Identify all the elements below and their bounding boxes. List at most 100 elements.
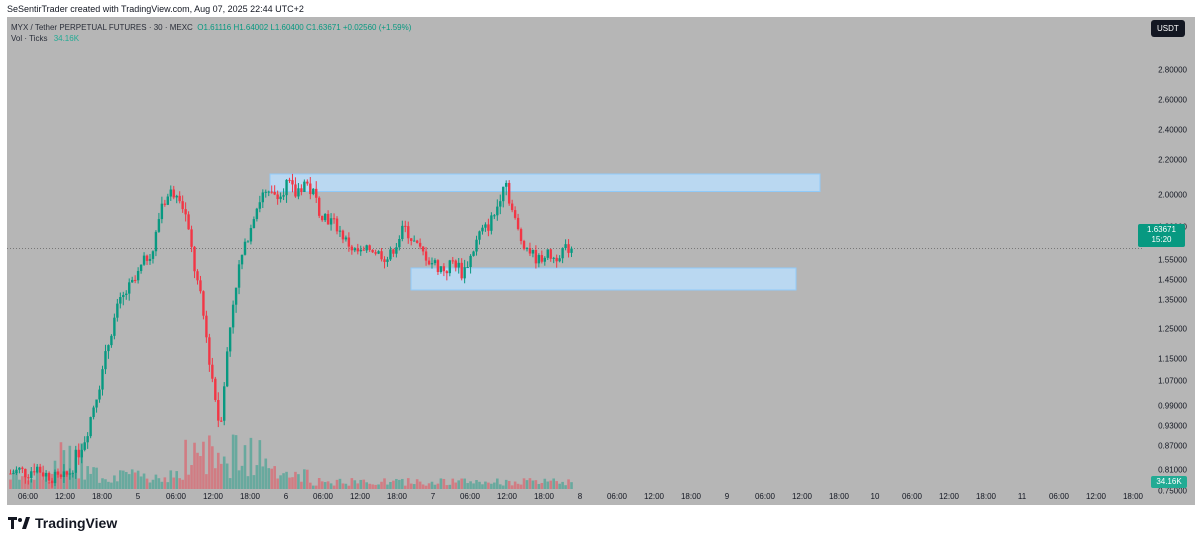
- time-axis-label: 12:00: [496, 492, 518, 501]
- candle-body: [148, 258, 152, 261]
- volume-bar: [178, 478, 181, 489]
- volume-bar: [519, 484, 523, 489]
- volume-bar: [570, 482, 573, 489]
- time-axis-label: 12:00: [791, 492, 813, 501]
- candle-body: [338, 230, 342, 232]
- volume-bar: [104, 479, 107, 489]
- candle-body: [62, 471, 66, 477]
- candle-body: [252, 219, 256, 229]
- candle-body: [291, 180, 294, 185]
- time-axis-label: 06:00: [754, 492, 776, 501]
- candle-body: [199, 280, 202, 292]
- candle-body: [481, 227, 484, 232]
- candle-body: [347, 237, 351, 247]
- bar-countdown: 15:20: [1151, 235, 1172, 244]
- chart-svg[interactable]: [7, 17, 1143, 489]
- volume-bar: [427, 483, 431, 489]
- volume-bar: [211, 446, 214, 489]
- candle-body: [513, 210, 517, 218]
- volume-bar: [436, 483, 440, 489]
- candle-body: [451, 260, 454, 262]
- volume-bar: [47, 481, 51, 489]
- volume-bar: [537, 483, 541, 489]
- price-axis[interactable]: 2.800002.600002.400002.200002.000001.800…: [1143, 17, 1195, 496]
- candle-body: [166, 196, 170, 205]
- volume-bar: [472, 483, 475, 489]
- price-pane[interactable]: MYX / Tether PERPETUAL FUTURES · 30 · ME…: [7, 17, 1143, 489]
- volume-bar: [196, 452, 199, 489]
- symbol-legend[interactable]: MYX / Tether PERPETUAL FUTURES · 30 · ME…: [11, 23, 411, 32]
- candle-body: [531, 250, 535, 254]
- candle-body: [543, 257, 546, 262]
- volume-bar: [377, 484, 380, 489]
- candle-body: [113, 317, 116, 336]
- candle-body: [270, 191, 273, 193]
- volume-bar: [193, 442, 196, 489]
- volume-bar: [219, 463, 223, 489]
- candle-body: [136, 270, 140, 281]
- volume-bar: [71, 473, 75, 489]
- candle-body: [335, 218, 339, 232]
- candle-body: [110, 335, 113, 346]
- volume-axis-label: 34.16K: [1151, 476, 1187, 488]
- time-axis[interactable]: 06:00 12:00 18:00 5 06:00 12:00 18:00 6 06:00 12:…: [7, 489, 1143, 505]
- volume-legend[interactable]: Vol · Ticks 34.16K: [11, 34, 79, 43]
- volume-bar: [169, 470, 173, 489]
- candle-body: [196, 271, 199, 281]
- price-axis-label: 2.60000: [1158, 95, 1187, 105]
- candle-body: [71, 472, 75, 474]
- volume-bar: [493, 482, 496, 489]
- volume-bar: [300, 481, 303, 489]
- candle-body: [323, 213, 327, 221]
- volume-bar: [525, 480, 529, 489]
- time-axis-label: 12:00: [643, 492, 665, 501]
- symbol-title[interactable]: MYX / Tether PERPETUAL FUTURES · 30 · ME…: [11, 23, 193, 32]
- chart-frame[interactable]: MYX / Tether PERPETUAL FUTURES · 30 · ME…: [7, 17, 1195, 505]
- candle-body: [401, 225, 404, 240]
- candle-body: [18, 467, 21, 470]
- time-axis-label: 18:00: [828, 492, 850, 501]
- currency-button[interactable]: USDT: [1151, 20, 1185, 37]
- volume-bar: [29, 479, 33, 489]
- volume-bar: [18, 479, 21, 489]
- volume-bar: [154, 474, 158, 489]
- candle-body: [122, 294, 125, 298]
- zone-rectangle-2[interactable]: [410, 267, 797, 291]
- candle-body: [86, 436, 89, 443]
- candle-body: [392, 249, 395, 254]
- candle-body: [377, 251, 380, 254]
- volume-bar: [386, 484, 389, 489]
- volume-bar: [225, 463, 229, 489]
- volume-bar: [59, 442, 63, 489]
- candle-body: [552, 257, 555, 259]
- candle-body: [312, 188, 315, 195]
- time-axis-label: 18:00: [386, 492, 408, 501]
- candle-body: [350, 246, 354, 251]
- price-axis-label: 2.40000: [1158, 125, 1187, 135]
- candle-body: [433, 260, 437, 264]
- candle-body: [83, 442, 86, 450]
- volume-bar: [116, 481, 119, 489]
- candle-body: [510, 203, 514, 211]
- time-axis-label: 18:00: [680, 492, 702, 501]
- volume-bar: [80, 443, 84, 489]
- volume-bar: [92, 467, 95, 489]
- volume-bar: [439, 478, 443, 489]
- volume-bar: [184, 439, 187, 489]
- candle-body: [24, 468, 27, 478]
- volume-bar: [297, 474, 300, 489]
- volume-bar: [214, 468, 217, 489]
- tradingview-logo-icon: [8, 517, 30, 529]
- candle-body: [50, 480, 54, 484]
- volume-bar: [359, 479, 363, 489]
- candle-body: [436, 260, 440, 272]
- zone-rectangle-1[interactable]: [269, 173, 821, 192]
- tradingview-brand[interactable]: TradingView: [8, 515, 117, 531]
- volume-bar: [187, 474, 190, 489]
- candle-body: [570, 248, 573, 253]
- candle-body: [469, 255, 472, 268]
- volume-bar: [190, 465, 193, 489]
- price-axis-label: 0.81000: [1158, 465, 1187, 475]
- candle-body: [214, 378, 217, 400]
- volume-bar: [163, 477, 167, 489]
